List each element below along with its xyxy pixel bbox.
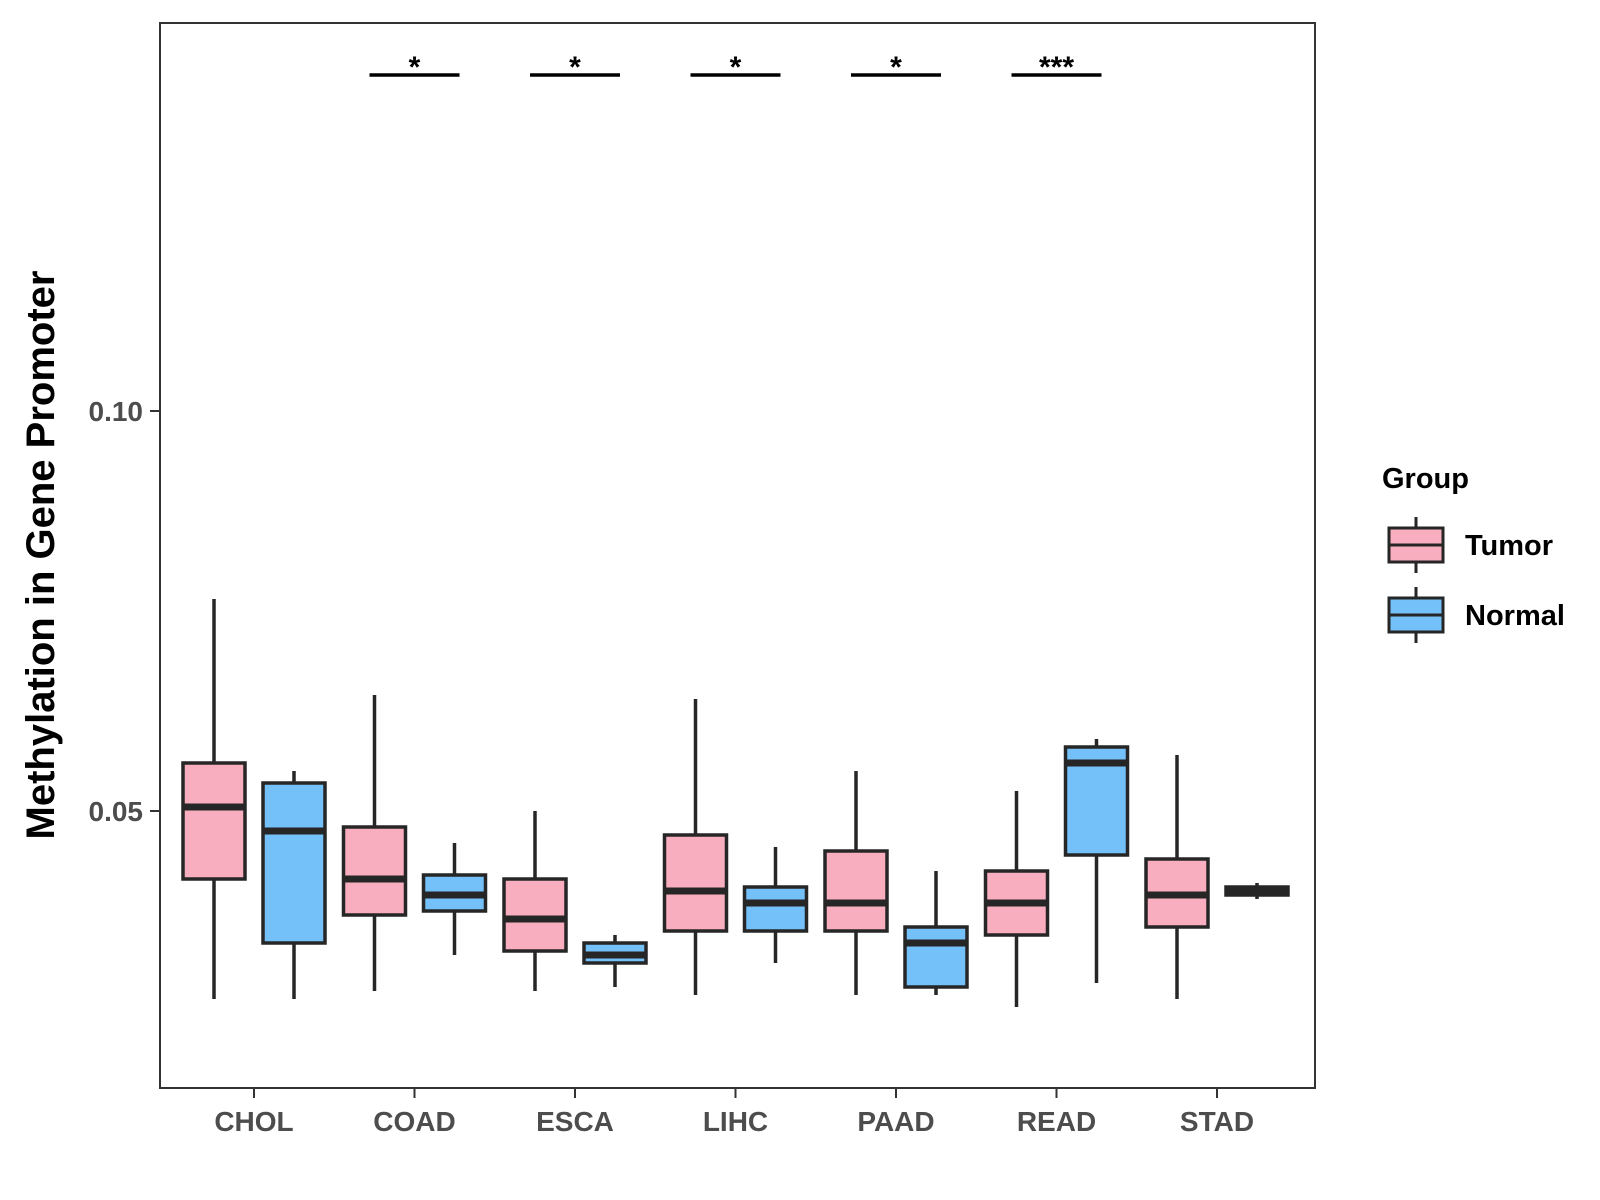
x-tick-label: CHOL — [214, 1106, 293, 1137]
legend-title: Group — [1382, 463, 1469, 495]
y-axis-title: Methylation in Gene Promoter — [19, 271, 63, 840]
box-tumor-coad — [341, 695, 408, 991]
box-iqr — [261, 781, 327, 945]
significance-coad: * — [369, 51, 460, 84]
x-tick-label: ESCA — [536, 1106, 614, 1137]
box-tumor-lihc — [662, 699, 729, 995]
significance-paad: * — [851, 51, 941, 84]
significance-esca: * — [530, 51, 620, 84]
plot-area: * * * * *** — [181, 51, 1290, 1007]
box-iqr — [181, 761, 247, 881]
x-tick-label: STAD — [1180, 1106, 1254, 1137]
box-tumor-paad — [823, 771, 889, 995]
significance-label: *** — [1039, 51, 1074, 84]
significance-read: *** — [1011, 51, 1102, 84]
box-iqr — [341, 825, 408, 917]
legend-item-normal: Normal — [1387, 587, 1565, 643]
box-iqr — [903, 925, 969, 989]
box-normal-lihc — [742, 847, 809, 963]
box-normal-read — [1063, 739, 1130, 983]
box-normal-chol — [261, 771, 327, 999]
box-iqr — [502, 877, 568, 953]
box-normal-paad — [903, 871, 969, 995]
legend: Group Tumor Normal — [1382, 463, 1565, 643]
axes: 0.05 0.10 CHOL COAD ESCA LIHC PAAD READ STAD — [89, 396, 1255, 1137]
box-iqr — [742, 885, 809, 933]
x-tick-label: READ — [1017, 1106, 1096, 1137]
box-normal-esca — [582, 935, 648, 987]
significance-label: * — [569, 51, 581, 84]
box-tumor-stad — [1144, 755, 1210, 999]
box-normal-stad — [1224, 883, 1290, 899]
x-tick-label: COAD — [373, 1106, 455, 1137]
significance-label: * — [409, 51, 421, 84]
significance-label: * — [890, 51, 902, 84]
box-tumor-esca — [502, 811, 568, 991]
significance-lihc: * — [690, 51, 781, 84]
x-tick-label: LIHC — [703, 1106, 768, 1137]
legend-label: Tumor — [1465, 530, 1553, 562]
plot-panel-border — [159, 22, 1316, 1089]
box-iqr — [662, 833, 729, 933]
significance-label: * — [730, 51, 742, 84]
legend-item-tumor: Tumor — [1387, 517, 1553, 573]
box-iqr — [823, 849, 889, 933]
box-normal-coad — [421, 843, 488, 955]
y-tick-label: 0.10 — [89, 396, 144, 427]
x-tick-label: PAAD — [857, 1106, 934, 1137]
box-tumor-read — [983, 791, 1050, 1007]
legend-label: Normal — [1465, 600, 1565, 632]
box-tumor-chol — [181, 599, 247, 999]
y-tick-label: 0.05 — [89, 796, 144, 827]
